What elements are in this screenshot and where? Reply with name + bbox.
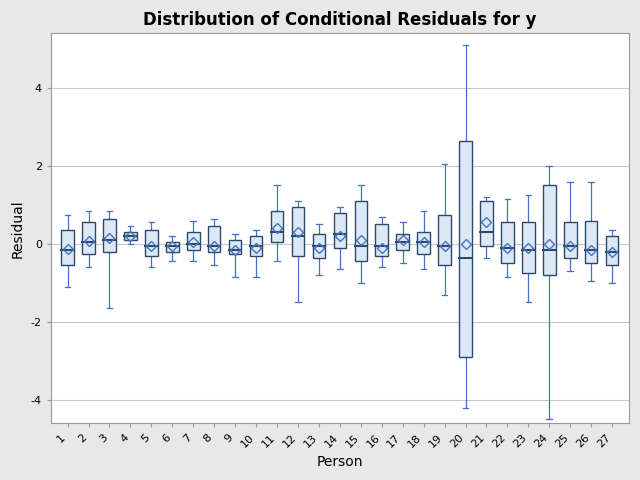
Bar — [417, 232, 430, 253]
Bar — [292, 207, 304, 255]
Bar — [564, 222, 577, 258]
Bar — [606, 236, 618, 265]
Bar — [103, 218, 116, 252]
Bar — [271, 211, 284, 242]
Bar — [250, 236, 262, 255]
Bar — [501, 222, 514, 264]
Bar — [438, 215, 451, 265]
Title: Distribution of Conditional Residuals for y: Distribution of Conditional Residuals fo… — [143, 11, 536, 29]
Bar — [208, 227, 220, 252]
Bar — [187, 232, 200, 250]
Bar — [61, 230, 74, 265]
Bar — [333, 213, 346, 248]
Bar — [522, 222, 534, 273]
Bar — [585, 220, 598, 264]
Bar — [312, 234, 325, 258]
Bar — [460, 141, 472, 357]
Bar — [396, 234, 409, 250]
Bar — [355, 201, 367, 262]
Bar — [543, 185, 556, 275]
X-axis label: Person: Person — [317, 455, 363, 469]
Bar — [82, 222, 95, 253]
Bar — [376, 225, 388, 255]
Bar — [145, 230, 157, 255]
Y-axis label: Residual: Residual — [11, 199, 25, 258]
Bar — [229, 240, 241, 253]
Bar — [480, 201, 493, 246]
Bar — [124, 232, 137, 240]
Bar — [166, 242, 179, 252]
